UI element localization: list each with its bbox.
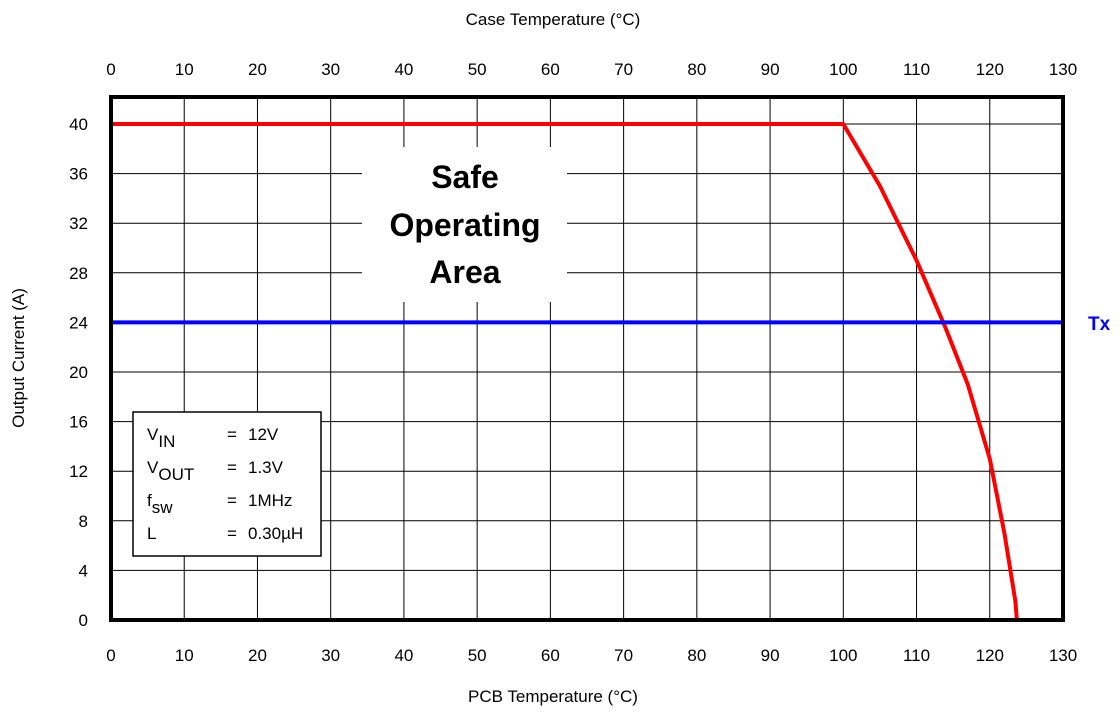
y-tick-label: 24 (69, 313, 88, 332)
x2-tick-label: 60 (541, 60, 560, 79)
x-tick-label: 130 (1049, 646, 1077, 665)
x-tick-label: 10 (175, 646, 194, 665)
condition-value: 0.30µH (248, 524, 303, 543)
condition-equals: = (227, 491, 237, 510)
safe-operating-area-label: Safe Operating Area (389, 159, 540, 290)
x2-tick-label: 10 (175, 60, 194, 79)
x2-tick-label: 70 (614, 60, 633, 79)
plot-frame (109, 95, 1065, 622)
x2-tick-label: 120 (976, 60, 1004, 79)
x2-tick-label: 40 (394, 60, 413, 79)
x-tick-label: 40 (394, 646, 413, 665)
y-tick-label: 12 (69, 462, 88, 481)
area-label-line-3: Area (429, 254, 500, 290)
x-tick-label: 60 (541, 646, 560, 665)
x-tick-label: 0 (106, 646, 115, 665)
condition-value: 1.3V (248, 458, 284, 477)
area-label-line-1: Safe (431, 159, 499, 195)
x2-tick-label: 80 (687, 60, 706, 79)
condition-symbol: L (147, 524, 156, 543)
condition-value: 1MHz (248, 491, 292, 510)
area-label-background (362, 147, 567, 302)
x-tick-label: 80 (687, 646, 706, 665)
x2-tick-label: 110 (903, 60, 930, 79)
y-tick-label: 0 (79, 611, 88, 630)
y-tick-label: 32 (69, 214, 88, 233)
condition-equals: = (227, 425, 237, 444)
condition-equals: = (227, 524, 237, 543)
x2-tick-label: 130 (1049, 60, 1077, 79)
x2-tick-label: 30 (321, 60, 340, 79)
series-line-derating-curve (111, 122, 1019, 621)
y-tick-label: 36 (69, 165, 88, 184)
x-axis-title: PCB Temperature (°C) (468, 687, 638, 706)
x-tick-label: 50 (468, 646, 487, 665)
y-tick-label: 8 (79, 512, 88, 531)
x-tick-label: 30 (321, 646, 340, 665)
x-tick-label: 100 (829, 646, 857, 665)
x2-tick-label: 0 (106, 60, 115, 79)
series-label-tx: Tx (1088, 314, 1111, 335)
condition-equals: = (227, 458, 237, 477)
x-tick-label: 120 (976, 646, 1004, 665)
x-tick-label: 90 (761, 646, 780, 665)
y-axis-title: Output Current (A) (9, 288, 28, 428)
y-tick-label: 40 (69, 115, 88, 134)
x-tick-label: 70 (614, 646, 633, 665)
x2-axis-title: Case Temperature (°C) (466, 10, 641, 29)
x-tick-label: 110 (903, 646, 930, 665)
x2-tick-label: 90 (761, 60, 780, 79)
y-tick-label: 28 (69, 264, 88, 283)
y-tick-label: 20 (69, 363, 88, 382)
tick-labels: 0010102020303040405050606070708080909010… (69, 60, 1077, 665)
x2-tick-label: 20 (248, 60, 267, 79)
series-group (111, 122, 1063, 621)
condition-value: 12V (248, 425, 279, 444)
area-label-line-2: Operating (389, 207, 540, 243)
x2-tick-label: 50 (468, 60, 487, 79)
y-tick-label: 4 (79, 561, 88, 580)
x-tick-label: 20 (248, 646, 267, 665)
y-tick-label: 16 (69, 413, 88, 432)
x2-tick-label: 100 (829, 60, 857, 79)
